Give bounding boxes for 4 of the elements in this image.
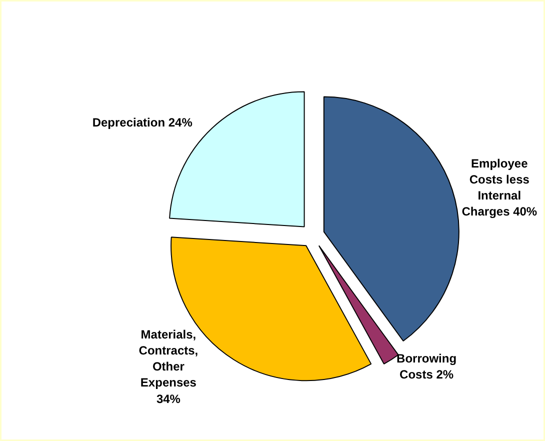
slice-label: Depreciation 24% — [92, 115, 193, 130]
slice-label: Materials, Contracts, Other Expenses 34% — [138, 327, 198, 406]
slice-label: Borrowing Costs 2% — [396, 352, 457, 382]
slice-label: Employee Costs less Internal Charges 40% — [462, 156, 538, 219]
